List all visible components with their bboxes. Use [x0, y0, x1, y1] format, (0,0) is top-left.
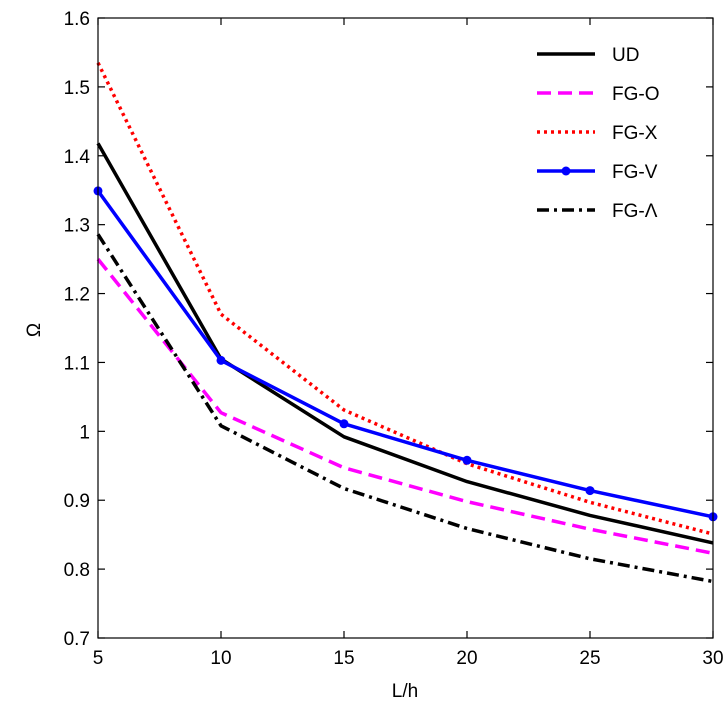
legend-label: FG-Λ [612, 201, 658, 222]
legend-label: FG-V [612, 162, 658, 183]
data-point-marker [585, 486, 595, 496]
y-axis-title: Ω [24, 323, 45, 337]
y-tick-label: 0.9 [64, 491, 90, 512]
y-tick-label: 1 [79, 422, 90, 443]
y-tick-label: 1.3 [64, 216, 90, 237]
series-line-2 [96, 62, 714, 536]
data-point-marker [462, 455, 472, 465]
legend-marker [561, 166, 571, 176]
y-tick-label: 0.7 [64, 629, 90, 650]
y-tick-label: 1.5 [64, 78, 90, 99]
x-tick-label: 10 [210, 648, 231, 669]
x-axis-title: L/h [392, 681, 418, 702]
x-tick-label: 30 [702, 648, 723, 669]
x-tick-label: 20 [456, 648, 477, 669]
axes-frame [97, 17, 714, 639]
plot-background [98, 18, 713, 638]
series-line-4 [96, 233, 714, 584]
x-tick-label: 15 [333, 648, 354, 669]
axes-layer: 5 10 15 20 25 30 0.7 0.8 0.9 1 1.1 1.2 1.3 1.4 1.5 1.6 [64, 9, 724, 669]
y-tick-label: 1.4 [64, 147, 91, 168]
legend: UD FG-O FG-X FG-V FG-Λ [537, 45, 660, 222]
series-layer [93, 62, 718, 584]
x-tick-label: 25 [579, 648, 600, 669]
y-tick-label: 1.6 [64, 9, 90, 30]
y-tick-label: 1.2 [64, 285, 90, 306]
legend-label: FG-X [612, 123, 658, 144]
data-point-marker [339, 419, 349, 429]
legend-label: UD [612, 45, 639, 66]
y-tick-label: 0.8 [64, 560, 90, 581]
series-line-3 [96, 189, 714, 519]
y-tick-label: 1.1 [64, 353, 90, 374]
data-point-marker [216, 355, 226, 365]
legend-label: FG-O [612, 84, 660, 105]
x-tick-label: 5 [93, 648, 104, 669]
series-line-0 [96, 142, 714, 545]
